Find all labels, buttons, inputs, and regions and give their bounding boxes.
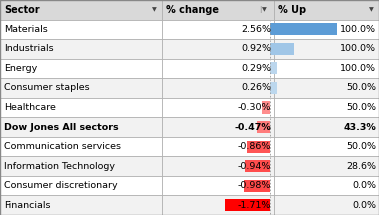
Bar xyxy=(0,137,162,156)
Bar xyxy=(162,59,274,78)
Text: -0.47%: -0.47% xyxy=(234,123,271,132)
Bar xyxy=(270,43,294,55)
Bar xyxy=(162,137,274,156)
Bar xyxy=(162,156,274,176)
Bar xyxy=(162,78,274,98)
Text: % change: % change xyxy=(166,5,219,15)
Text: Sector: Sector xyxy=(4,5,40,15)
Bar xyxy=(274,20,379,39)
Text: 28.6%: 28.6% xyxy=(346,162,376,171)
Bar xyxy=(274,195,379,215)
Text: -1.71%: -1.71% xyxy=(238,201,271,210)
Bar xyxy=(274,98,379,117)
Text: -0.30%: -0.30% xyxy=(238,103,271,112)
Text: ▼: ▼ xyxy=(369,7,373,12)
Bar xyxy=(274,156,379,176)
Text: -0.98%: -0.98% xyxy=(238,181,271,190)
Bar xyxy=(247,141,270,153)
Text: -0.86%: -0.86% xyxy=(238,142,271,151)
Bar xyxy=(162,176,274,195)
Text: Materials: Materials xyxy=(4,25,48,34)
Bar xyxy=(0,20,162,39)
Text: |: | xyxy=(259,6,261,13)
Text: -0.94%: -0.94% xyxy=(238,162,271,171)
Bar xyxy=(162,98,274,117)
Text: 50.0%: 50.0% xyxy=(346,83,376,92)
Text: 50.0%: 50.0% xyxy=(346,142,376,151)
Bar xyxy=(270,62,277,74)
Text: Industrials: Industrials xyxy=(4,44,53,53)
Bar xyxy=(245,160,270,172)
Bar xyxy=(257,121,270,133)
Bar xyxy=(0,98,162,117)
Text: Communication services: Communication services xyxy=(4,142,121,151)
Bar xyxy=(162,39,274,59)
Bar xyxy=(274,0,379,20)
Bar xyxy=(274,137,379,156)
Bar xyxy=(262,101,270,114)
Text: 0.0%: 0.0% xyxy=(352,181,376,190)
Bar xyxy=(162,0,274,20)
Bar xyxy=(0,195,162,215)
Text: % Up: % Up xyxy=(278,5,306,15)
Text: 0.29%: 0.29% xyxy=(241,64,271,73)
Text: Consumer staples: Consumer staples xyxy=(4,83,89,92)
Text: Information Technology: Information Technology xyxy=(4,162,115,171)
Text: Dow Jones All sectors: Dow Jones All sectors xyxy=(4,123,119,132)
Bar xyxy=(274,59,379,78)
Text: Financials: Financials xyxy=(4,201,50,210)
Bar xyxy=(270,82,277,94)
Text: ▼: ▼ xyxy=(152,7,157,12)
Bar xyxy=(0,39,162,59)
Text: 100.0%: 100.0% xyxy=(340,44,376,53)
Text: 0.26%: 0.26% xyxy=(241,83,271,92)
Bar xyxy=(0,59,162,78)
Bar xyxy=(274,39,379,59)
Text: 0.0%: 0.0% xyxy=(352,201,376,210)
Bar xyxy=(0,117,162,137)
Text: Consumer discretionary: Consumer discretionary xyxy=(4,181,117,190)
Text: Energy: Energy xyxy=(4,64,37,73)
Bar xyxy=(0,176,162,195)
Bar xyxy=(0,78,162,98)
Text: 100.0%: 100.0% xyxy=(340,64,376,73)
Text: 50.0%: 50.0% xyxy=(346,103,376,112)
Bar xyxy=(162,20,274,39)
Bar xyxy=(0,156,162,176)
Bar xyxy=(162,195,274,215)
Text: Healthcare: Healthcare xyxy=(4,103,56,112)
Bar xyxy=(225,199,270,211)
Bar xyxy=(274,117,379,137)
Bar xyxy=(274,78,379,98)
Bar xyxy=(244,180,270,192)
Bar xyxy=(274,176,379,195)
Bar xyxy=(0,0,162,20)
Text: 2.56%: 2.56% xyxy=(241,25,271,34)
Text: 0.92%: 0.92% xyxy=(241,44,271,53)
Text: ▼: ▼ xyxy=(262,7,266,12)
Text: 43.3%: 43.3% xyxy=(343,123,376,132)
Text: 100.0%: 100.0% xyxy=(340,25,376,34)
Bar xyxy=(162,117,274,137)
Bar xyxy=(270,23,337,35)
